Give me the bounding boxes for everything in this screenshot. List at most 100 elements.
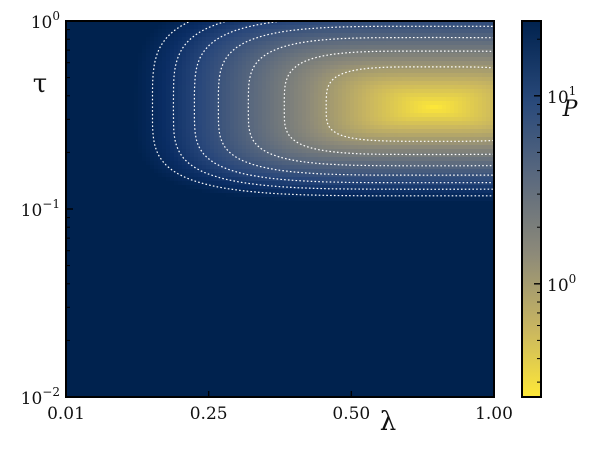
heatmap-cell bbox=[178, 141, 183, 146]
heatmap-cell bbox=[178, 201, 183, 206]
heatmap-cell bbox=[414, 153, 419, 158]
heatmap-cell bbox=[154, 57, 159, 62]
heatmap-cell bbox=[490, 193, 494, 198]
heatmap-cell bbox=[174, 81, 179, 86]
heatmap-cell bbox=[226, 145, 231, 150]
heatmap-cell bbox=[70, 25, 75, 30]
heatmap-cell bbox=[198, 141, 203, 146]
heatmap-cell bbox=[350, 37, 355, 42]
heatmap-cell bbox=[318, 189, 323, 194]
heatmap-cell bbox=[282, 41, 287, 46]
heatmap-cell bbox=[146, 77, 151, 82]
heatmap-cell bbox=[474, 165, 479, 170]
heatmap-cell bbox=[434, 109, 439, 114]
heatmap-cell bbox=[406, 89, 411, 94]
heatmap-cell bbox=[430, 137, 435, 142]
heatmap-cell bbox=[66, 177, 71, 182]
heatmap-cell bbox=[190, 81, 195, 86]
heatmap-cell bbox=[278, 173, 283, 178]
heatmap-cell bbox=[418, 113, 423, 118]
heatmap-cell bbox=[166, 109, 171, 114]
heatmap-cell bbox=[110, 137, 115, 142]
heatmap-cell bbox=[182, 69, 187, 74]
heatmap-cell bbox=[422, 133, 427, 138]
heatmap-cell bbox=[406, 29, 411, 34]
heatmap-cell bbox=[66, 105, 71, 110]
heatmap-cell bbox=[142, 113, 147, 118]
heatmap-cell bbox=[106, 33, 111, 38]
heatmap-cell bbox=[130, 149, 135, 154]
heatmap-cell bbox=[310, 141, 315, 146]
heatmap-cell bbox=[270, 181, 275, 186]
heatmap-cell bbox=[278, 37, 283, 42]
heatmap-cell bbox=[142, 197, 147, 202]
heatmap-cell bbox=[418, 85, 423, 90]
heatmap-cell bbox=[90, 153, 95, 158]
heatmap-cell bbox=[222, 29, 227, 34]
heatmap-cell bbox=[286, 81, 291, 86]
heatmap-cell bbox=[478, 185, 483, 190]
heatmap-cell bbox=[206, 193, 211, 198]
heatmap-cell bbox=[442, 97, 447, 102]
heatmap-cell bbox=[474, 149, 479, 154]
heatmap-cell bbox=[162, 73, 167, 78]
heatmap-cell bbox=[82, 69, 87, 74]
heatmap-cell bbox=[146, 45, 151, 50]
heatmap-cell bbox=[354, 117, 359, 122]
heatmap-cell bbox=[462, 149, 467, 154]
heatmap-cell bbox=[426, 125, 431, 130]
heatmap-cell bbox=[238, 193, 243, 198]
heatmap-cell bbox=[422, 73, 427, 78]
heatmap-cell bbox=[382, 157, 387, 162]
heatmap-cell bbox=[274, 97, 279, 102]
heatmap-cell bbox=[166, 37, 171, 42]
heatmap-cell bbox=[238, 189, 243, 194]
heatmap-cell bbox=[330, 117, 335, 122]
heatmap-cell bbox=[250, 37, 255, 42]
heatmap-cell bbox=[334, 89, 339, 94]
heatmap-cell bbox=[482, 69, 487, 74]
heatmap-cell bbox=[210, 157, 215, 162]
heatmap-cell bbox=[486, 77, 491, 82]
heatmap-cell bbox=[146, 117, 151, 122]
heatmap-cell bbox=[126, 85, 131, 90]
heatmap-cell bbox=[74, 185, 79, 190]
heatmap-cell bbox=[294, 109, 299, 114]
heatmap-cell bbox=[334, 109, 339, 114]
heatmap-cell bbox=[230, 117, 235, 122]
heatmap-cell bbox=[206, 77, 211, 82]
heatmap-cell bbox=[402, 61, 407, 66]
heatmap-cell bbox=[150, 49, 155, 54]
heatmap-cell bbox=[114, 101, 119, 106]
heatmap-cell bbox=[250, 21, 255, 26]
heatmap-cell bbox=[382, 149, 387, 154]
heatmap-cell bbox=[234, 109, 239, 114]
heatmap-cell bbox=[462, 153, 467, 158]
heatmap-cell bbox=[158, 65, 163, 70]
heatmap-cell bbox=[150, 177, 155, 182]
heatmap-cell bbox=[222, 165, 227, 170]
heatmap-cell bbox=[114, 77, 119, 82]
heatmap-cell bbox=[362, 177, 367, 182]
heatmap-cell bbox=[78, 189, 83, 194]
heatmap-cell bbox=[230, 33, 235, 38]
heatmap-cell bbox=[334, 117, 339, 122]
heatmap-cell bbox=[246, 77, 251, 82]
heatmap-cell bbox=[146, 197, 151, 202]
heatmap-cell bbox=[274, 77, 279, 82]
heatmap-cell bbox=[170, 125, 175, 130]
heatmap-cell bbox=[418, 177, 423, 182]
heatmap-cell bbox=[286, 173, 291, 178]
heatmap-cell bbox=[218, 157, 223, 162]
heatmap-cell bbox=[178, 105, 183, 110]
heatmap-cell bbox=[402, 21, 407, 26]
heatmap-cell bbox=[170, 189, 175, 194]
heatmap-cell bbox=[214, 153, 219, 158]
heatmap-cell bbox=[486, 49, 491, 54]
heatmap-cell bbox=[222, 101, 227, 106]
heatmap-cell bbox=[226, 33, 231, 38]
heatmap-cell bbox=[370, 157, 375, 162]
heatmap-cell bbox=[362, 109, 367, 114]
heatmap-cell bbox=[358, 29, 363, 34]
heatmap-cell bbox=[126, 45, 131, 50]
